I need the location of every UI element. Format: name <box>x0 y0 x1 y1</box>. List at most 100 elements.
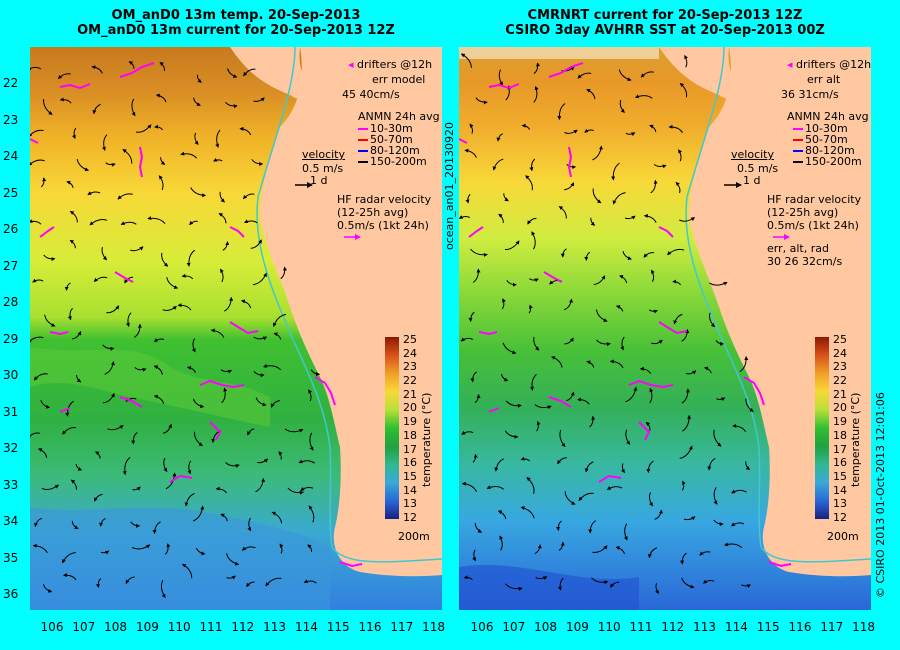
current-vector <box>128 61 135 69</box>
drifter-track <box>39 226 55 238</box>
current-vector <box>218 213 227 224</box>
current-vector <box>162 305 177 311</box>
drifter-track <box>314 376 336 406</box>
current-vector <box>67 307 73 321</box>
current-vector <box>155 93 167 103</box>
current-vector <box>221 387 228 404</box>
current-vector <box>255 397 267 407</box>
current-vector <box>30 432 41 439</box>
current-vector <box>533 85 539 103</box>
current-vector <box>215 486 227 494</box>
current-vector <box>181 563 193 579</box>
current-vector <box>502 342 517 355</box>
current-vector <box>191 338 196 353</box>
current-vector <box>525 175 533 191</box>
current-vector <box>730 522 745 527</box>
current-vector <box>190 187 207 198</box>
longitude-tick: 111 <box>199 620 223 634</box>
current-vector <box>40 400 51 409</box>
right-velocity-time: 1 d <box>743 174 761 187</box>
current-vector <box>621 463 626 474</box>
left-depth-label: 200m <box>398 530 430 543</box>
current-vector <box>160 157 166 165</box>
current-vector <box>625 386 638 403</box>
current-vector <box>94 493 103 502</box>
colorbar-tick: 22 <box>403 374 417 388</box>
current-vector <box>104 361 115 375</box>
right-title-line2: CSIRO 3day AVHRR SST at 20-Sep-2013 00Z <box>505 23 825 38</box>
current-vector <box>32 543 48 554</box>
current-vector <box>106 305 120 314</box>
current-vector <box>566 391 575 402</box>
current-vector <box>559 429 566 448</box>
current-vector <box>71 330 82 340</box>
colorbar-tick: 18 <box>833 428 847 442</box>
latitude-tick: 29 <box>3 331 19 346</box>
colorbar-tick: 20 <box>403 401 417 415</box>
current-vector <box>222 241 230 251</box>
right-err2-values: 30 26 32cm/s <box>767 255 843 268</box>
current-vector <box>494 458 505 472</box>
current-vector <box>153 365 163 375</box>
longitude-tick: 114 <box>724 620 748 634</box>
current-vector <box>279 543 284 554</box>
right-colorbar-label: temperature (°C) <box>849 392 862 487</box>
latitude-tick: 24 <box>3 149 19 163</box>
drifter-track <box>459 138 468 144</box>
current-vector <box>247 428 255 436</box>
current-vector <box>609 359 624 369</box>
drifter-track <box>199 379 245 389</box>
current-vector <box>610 581 620 588</box>
current-vector <box>646 460 654 474</box>
current-vector <box>57 73 71 80</box>
current-vector <box>586 89 596 100</box>
drifter-track <box>543 271 563 283</box>
left-err-label: err model <box>372 73 426 86</box>
current-vector <box>745 461 750 471</box>
longitude-tick: 114 <box>294 620 318 634</box>
current-vector <box>300 486 314 492</box>
colorbar-tick: 12 <box>833 511 847 524</box>
current-vector <box>132 486 141 491</box>
current-vector <box>32 278 44 283</box>
current-vector <box>683 516 696 521</box>
current-vector <box>649 387 654 404</box>
current-vector <box>220 369 233 374</box>
current-vector <box>220 513 228 522</box>
current-vector <box>42 584 53 593</box>
current-vector <box>681 329 690 342</box>
drifter-track <box>138 146 144 178</box>
current-vector <box>195 547 206 556</box>
current-vector <box>271 511 283 524</box>
drifter-track <box>209 421 222 441</box>
current-vector <box>527 217 537 225</box>
anmn-item-10-30m: 10-30m <box>793 123 862 134</box>
current-vector <box>474 394 481 404</box>
current-vector <box>702 579 715 584</box>
drifter-track <box>628 379 674 389</box>
current-vector <box>159 61 166 71</box>
current-vector <box>310 369 321 377</box>
current-vector <box>739 356 749 373</box>
longitude-tick: 110 <box>597 620 621 634</box>
current-vector <box>666 248 685 256</box>
left-anmn-title: ANMN 24h avg <box>358 110 440 123</box>
current-vector <box>125 397 137 402</box>
current-vector <box>673 313 683 325</box>
current-vector <box>193 97 201 106</box>
current-vector <box>177 303 192 311</box>
current-vector <box>59 97 72 104</box>
current-vector <box>287 487 304 495</box>
current-vector <box>187 460 192 475</box>
current-vector <box>270 400 281 408</box>
current-vector <box>162 423 173 434</box>
current-vector <box>210 328 225 338</box>
current-vector <box>303 579 317 584</box>
current-vector <box>492 158 504 171</box>
right-hf-label: HF radar velocity <box>767 193 862 206</box>
current-vector <box>675 181 681 194</box>
longitude-tick: 118 <box>852 620 876 634</box>
current-vector <box>241 546 256 551</box>
current-vector <box>242 193 255 200</box>
side-label-left: ocean_an01_20130920 <box>443 122 456 250</box>
